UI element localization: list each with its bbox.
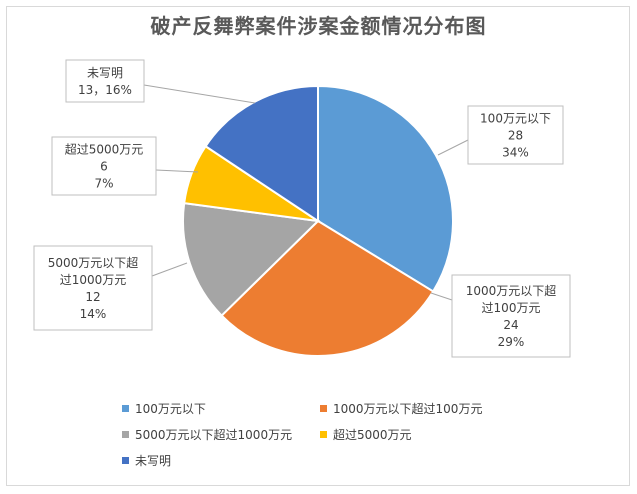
pie-slice [220,219,435,357]
legend-swatch [122,405,129,412]
data-label-text: 过100万元 [482,301,541,315]
data-label-box [33,245,153,331]
legend-item: 1000万元以下超过100万元 [320,400,482,417]
leader-line [151,262,188,277]
legend-item: 5000万元以下超过1000万元 [122,426,292,443]
data-label-text: 未写明 [87,66,123,80]
legend-item: 100万元以下 [122,400,206,417]
legend-swatch [122,431,129,438]
pie-slice [317,84,454,293]
data-label: 1000万元以下超过100万元 24 29% [430,274,571,358]
legend-label: 1000万元以下超过100万元 [333,402,483,416]
data-label-text: 12 [85,290,100,304]
data-label-text: 过1000万元 [60,273,127,287]
legend-swatch [320,405,327,412]
data-label-text: 1000万元以下超 [466,283,557,298]
pie-slice [182,202,321,317]
leader-line [437,139,469,156]
data-label-text: 24 [503,318,518,332]
data-label-text: 6 [100,160,108,174]
data-label: 5000万元以下超过1000万元 12 14% [33,245,188,331]
legend-swatch [122,457,129,464]
data-label-text: 34% [502,146,529,160]
data-label-text: 100万元以下 [480,112,551,126]
data-label-box [65,59,145,103]
data-label: 未写明 13，16% [65,59,256,104]
legend-swatch [320,431,327,438]
data-label-box [51,136,157,196]
data-label: 超过5000万元 6 7% [51,136,199,196]
pie-slice [204,84,319,223]
data-label-text: 5000万元以下超 [48,255,139,270]
legend-label: 超过5000万元 [333,428,412,442]
leader-line [430,292,453,301]
data-label-text: 28 [508,129,523,143]
legend-label: 5000万元以下超过1000万元 [135,428,293,442]
legend-item: 超过5000万元 [320,426,412,443]
data-label-text: 29% [498,335,525,349]
data-label-box [467,105,564,165]
data-label-text: 7% [94,177,113,191]
legend-label: 100万元以下 [135,402,206,416]
data-label: 100万元以下 28 34% [437,105,564,165]
data-label-box [451,274,571,358]
data-label-text: 13，16% [78,83,132,97]
legend-label: 未写明 [135,454,172,468]
leader-line [143,84,256,104]
chart-title: 破产反舞弊案件涉案金额情况分布图 [150,14,487,38]
data-label-text: 14% [80,307,107,321]
data-label-text: 超过5000万元 [65,142,144,157]
leader-line [155,169,199,173]
legend-item: 未写明 [122,452,171,469]
